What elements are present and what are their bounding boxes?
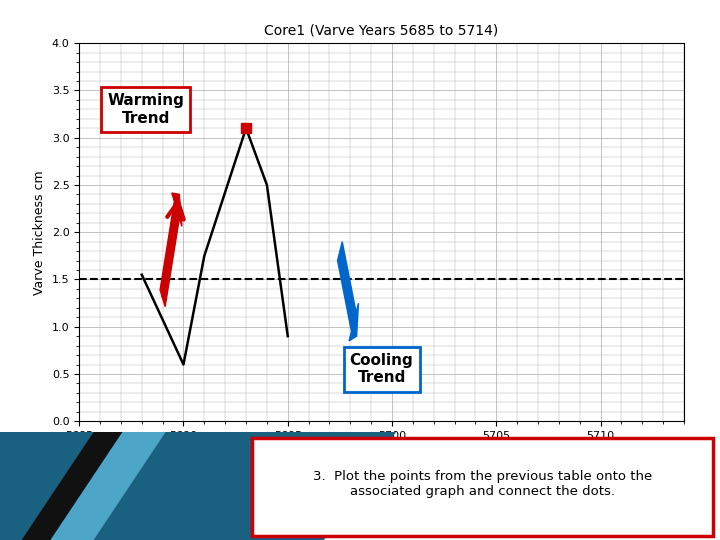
Polygon shape	[22, 432, 144, 540]
X-axis label: New England Varve Year: New England Varve Year	[305, 447, 458, 460]
Text: Warming
Trend: Warming Trend	[107, 93, 184, 126]
Text: Cooling
Trend: Cooling Trend	[350, 353, 413, 386]
Polygon shape	[50, 432, 166, 540]
Polygon shape	[0, 432, 396, 540]
Title: Core1 (Varve Years 5685 to 5714): Core1 (Varve Years 5685 to 5714)	[264, 24, 499, 38]
Y-axis label: Varve Thickness cm: Varve Thickness cm	[33, 170, 46, 294]
FancyArrow shape	[338, 242, 359, 341]
FancyBboxPatch shape	[252, 438, 713, 536]
Text: 3.  Plot the points from the previous table onto the
associated graph and connec: 3. Plot the points from the previous tab…	[312, 470, 652, 498]
FancyArrow shape	[160, 193, 182, 307]
